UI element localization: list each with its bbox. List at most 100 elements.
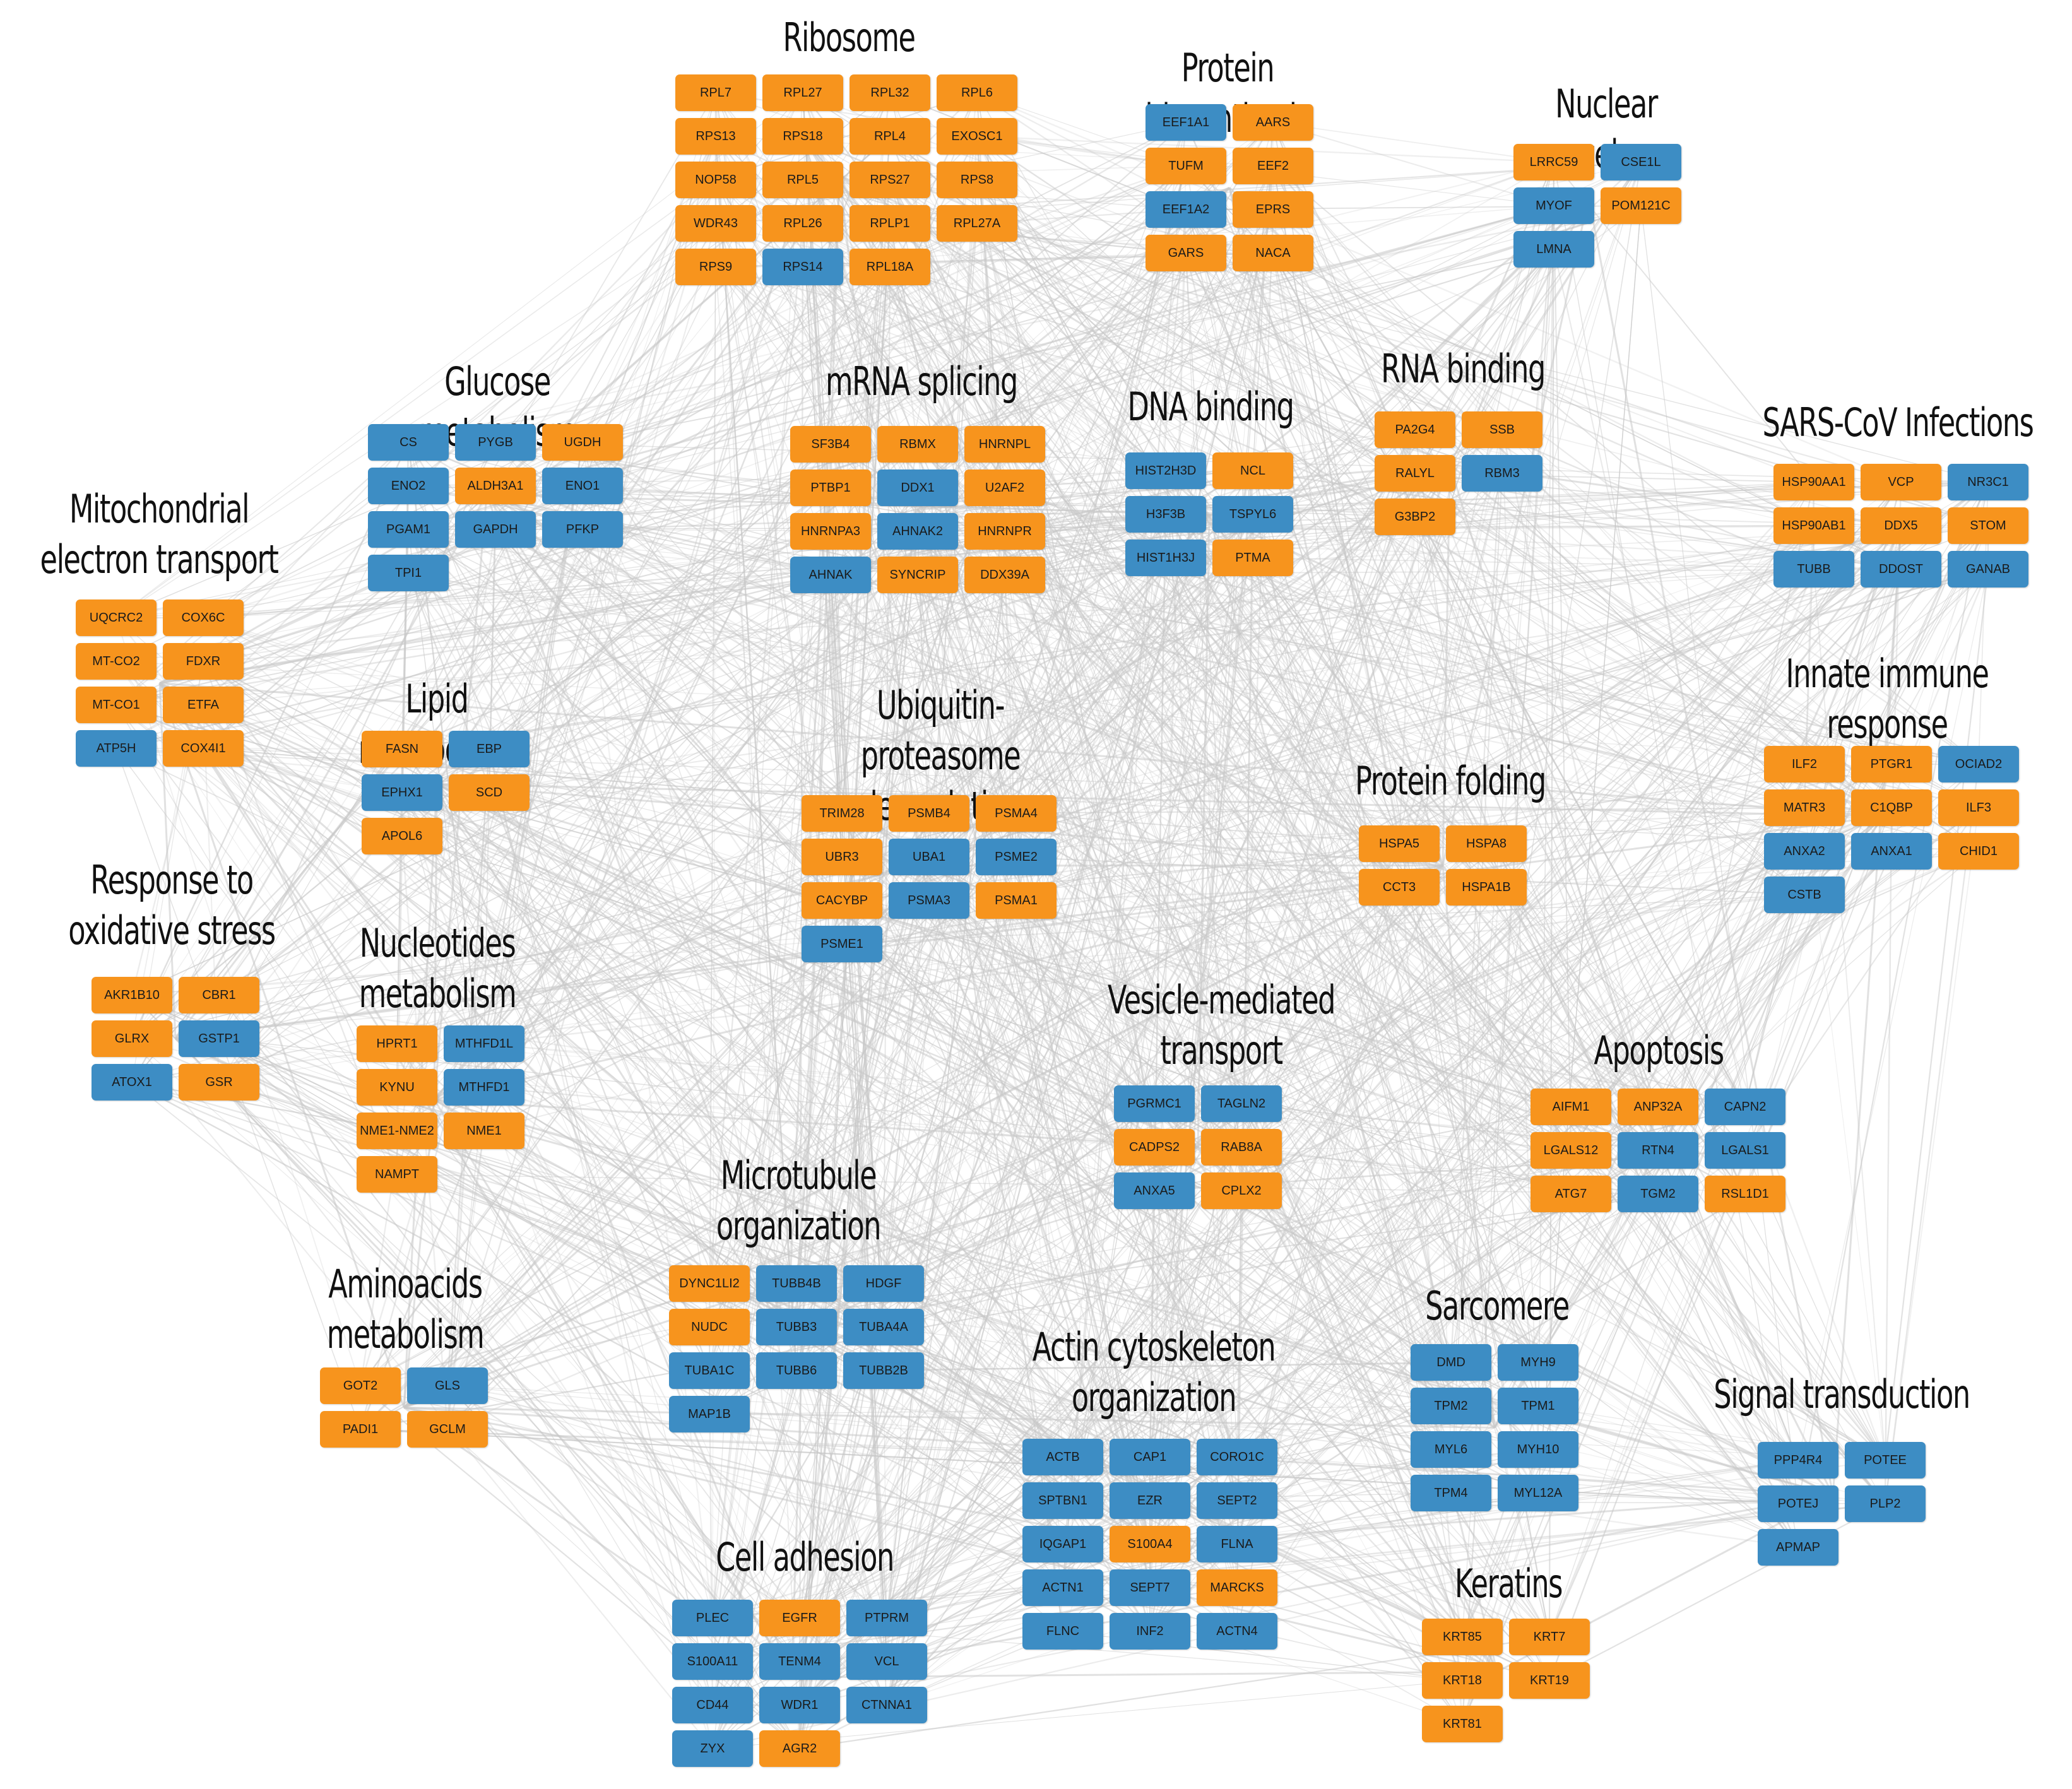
gene-node[interactable]: GLRX	[92, 1020, 172, 1057]
gene-node[interactable]: HSP90AB1	[1773, 507, 1854, 544]
gene-node[interactable]: RPS27	[850, 162, 930, 198]
gene-node[interactable]: LRRC59	[1513, 144, 1594, 180]
gene-node[interactable]: H3F3B	[1125, 496, 1206, 533]
gene-node[interactable]: PADI1	[320, 1411, 401, 1448]
gene-node[interactable]: OCIAD2	[1938, 746, 2019, 782]
gene-node[interactable]: PSMB4	[889, 795, 969, 832]
gene-node[interactable]: EPRS	[1233, 191, 1313, 228]
gene-node[interactable]: CAPN2	[1705, 1089, 1785, 1125]
gene-node[interactable]: RPS18	[762, 118, 843, 155]
gene-node[interactable]: PTPRM	[846, 1600, 927, 1636]
gene-node[interactable]: RPLP1	[850, 205, 930, 242]
gene-node[interactable]: PTMA	[1212, 540, 1293, 576]
gene-node[interactable]: DDX5	[1861, 507, 1941, 544]
gene-node[interactable]: SCD	[449, 774, 530, 811]
gene-node[interactable]: C1QBP	[1851, 789, 1932, 826]
gene-node[interactable]: S100A4	[1110, 1526, 1190, 1562]
gene-node[interactable]: TPM2	[1411, 1388, 1491, 1424]
gene-node[interactable]: UBR3	[802, 839, 882, 875]
gene-node[interactable]: ENO2	[368, 468, 449, 504]
gene-node[interactable]: CSTB	[1764, 877, 1845, 913]
gene-node[interactable]: HIST2H3D	[1125, 452, 1206, 489]
gene-node[interactable]: EXOSC1	[937, 118, 1017, 155]
gene-node[interactable]: NACA	[1233, 235, 1313, 271]
gene-node[interactable]: LMNA	[1513, 231, 1594, 268]
gene-node[interactable]: IQGAP1	[1022, 1526, 1103, 1562]
gene-node[interactable]: LGALS12	[1530, 1132, 1611, 1169]
gene-node[interactable]: ACTN1	[1022, 1569, 1103, 1606]
gene-node[interactable]: POTEE	[1845, 1442, 1926, 1479]
gene-node[interactable]: FLNC	[1022, 1613, 1103, 1650]
gene-node[interactable]: RPS13	[675, 118, 756, 155]
gene-node[interactable]: TUBB6	[756, 1352, 837, 1389]
gene-node[interactable]: EBP	[449, 731, 530, 767]
gene-node[interactable]: CORO1C	[1197, 1439, 1277, 1475]
gene-node[interactable]: NCL	[1212, 452, 1293, 489]
gene-node[interactable]: NR3C1	[1948, 464, 2028, 500]
gene-node[interactable]: ANXA5	[1114, 1172, 1195, 1209]
gene-node[interactable]: TPM4	[1411, 1475, 1491, 1511]
gene-node[interactable]: PPP4R4	[1758, 1442, 1838, 1479]
gene-node[interactable]: DDOST	[1861, 551, 1941, 587]
gene-node[interactable]: TRIM28	[802, 795, 882, 832]
gene-node[interactable]: MTHFD1L	[444, 1025, 524, 1062]
gene-node[interactable]: CTNNA1	[846, 1687, 927, 1723]
gene-node[interactable]: AARS	[1233, 104, 1313, 141]
gene-node[interactable]: RBMX	[877, 426, 958, 463]
gene-node[interactable]: VCP	[1861, 464, 1941, 500]
gene-node[interactable]: RPL4	[850, 118, 930, 155]
gene-node[interactable]: RPS9	[675, 249, 756, 285]
gene-node[interactable]: PLP2	[1845, 1485, 1926, 1522]
gene-node[interactable]: CPLX2	[1201, 1172, 1282, 1209]
gene-node[interactable]: MT-CO1	[76, 687, 157, 723]
gene-node[interactable]: RTN4	[1618, 1132, 1698, 1169]
gene-node[interactable]: MARCKS	[1197, 1569, 1277, 1606]
gene-node[interactable]: TAGLN2	[1201, 1085, 1282, 1122]
gene-node[interactable]: EEF1A1	[1146, 104, 1226, 141]
gene-node[interactable]: U2AF2	[964, 469, 1045, 506]
gene-node[interactable]: G3BP2	[1375, 499, 1455, 535]
gene-node[interactable]: AKR1B10	[92, 977, 172, 1013]
gene-node[interactable]: WDR43	[675, 205, 756, 242]
gene-node[interactable]: MYOF	[1513, 187, 1594, 224]
gene-node[interactable]: GCLM	[407, 1411, 488, 1448]
gene-node[interactable]: HIST1H3J	[1125, 540, 1206, 576]
gene-node[interactable]: EPHX1	[362, 774, 442, 811]
gene-node[interactable]: WDR1	[759, 1687, 840, 1723]
gene-node[interactable]: EEF2	[1233, 148, 1313, 184]
gene-node[interactable]: PYGB	[455, 424, 536, 461]
gene-node[interactable]: RPL6	[937, 74, 1017, 111]
gene-node[interactable]: PSME1	[802, 926, 882, 962]
gene-node[interactable]: NAMPT	[357, 1156, 437, 1193]
gene-node[interactable]: GAPDH	[455, 511, 536, 548]
gene-node[interactable]: PGAM1	[368, 511, 449, 548]
gene-node[interactable]: PSMA3	[889, 882, 969, 919]
gene-node[interactable]: FLNA	[1197, 1526, 1277, 1562]
gene-node[interactable]: MYH10	[1498, 1431, 1578, 1468]
gene-node[interactable]: APOL6	[362, 818, 442, 854]
gene-node[interactable]: EZR	[1110, 1482, 1190, 1519]
gene-node[interactable]: PLEC	[672, 1600, 753, 1636]
gene-node[interactable]: SPTBN1	[1022, 1482, 1103, 1519]
gene-node[interactable]: ZYX	[672, 1730, 753, 1767]
gene-node[interactable]: MTHFD1	[444, 1069, 524, 1106]
gene-node[interactable]: TUBB3	[756, 1309, 837, 1345]
gene-node[interactable]: GOT2	[320, 1367, 401, 1404]
gene-node[interactable]: SSB	[1462, 411, 1542, 448]
gene-node[interactable]: NME1	[444, 1113, 524, 1149]
gene-node[interactable]: ANXA2	[1764, 833, 1845, 870]
gene-node[interactable]: RPL32	[850, 74, 930, 111]
gene-node[interactable]: PGRMC1	[1114, 1085, 1195, 1122]
gene-node[interactable]: PSMA4	[976, 795, 1057, 832]
gene-node[interactable]: ILF3	[1938, 789, 2019, 826]
gene-node[interactable]: GSR	[179, 1064, 259, 1101]
gene-node[interactable]: POM121C	[1601, 187, 1681, 224]
gene-node[interactable]: POTEJ	[1758, 1485, 1838, 1522]
gene-node[interactable]: AGR2	[759, 1730, 840, 1767]
gene-node[interactable]: HSPA8	[1446, 825, 1527, 862]
gene-node[interactable]: TPM1	[1498, 1388, 1578, 1424]
gene-node[interactable]: RPL7	[675, 74, 756, 111]
gene-node[interactable]: TUFM	[1146, 148, 1226, 184]
gene-node[interactable]: TPI1	[368, 555, 449, 591]
gene-node[interactable]: ATOX1	[92, 1064, 172, 1101]
